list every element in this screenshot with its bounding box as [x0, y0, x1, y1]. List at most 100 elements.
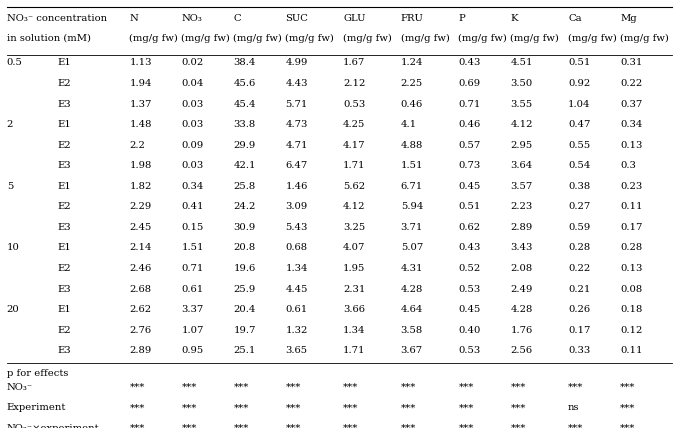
- Text: 0.27: 0.27: [568, 202, 591, 211]
- Text: 0.68: 0.68: [286, 244, 308, 253]
- Text: 0.92: 0.92: [568, 79, 591, 88]
- Text: 0.51: 0.51: [568, 59, 591, 68]
- Text: ***: ***: [401, 403, 416, 412]
- Text: 25.9: 25.9: [233, 285, 256, 294]
- Text: 0.71: 0.71: [181, 264, 204, 273]
- Text: 0.04: 0.04: [181, 79, 204, 88]
- Text: ***: ***: [510, 383, 526, 392]
- Text: 4.28: 4.28: [401, 285, 423, 294]
- Text: 4.45: 4.45: [286, 285, 308, 294]
- Text: 3.25: 3.25: [343, 223, 366, 232]
- Text: 2.25: 2.25: [401, 79, 423, 88]
- Text: 2.08: 2.08: [510, 264, 533, 273]
- Text: 0.33: 0.33: [568, 346, 591, 355]
- Text: (mg/g fw): (mg/g fw): [130, 34, 178, 43]
- Text: 0.37: 0.37: [620, 100, 642, 109]
- Text: 0.43: 0.43: [458, 244, 481, 253]
- Text: 0.21: 0.21: [568, 285, 591, 294]
- Text: 3.67: 3.67: [401, 346, 423, 355]
- Text: 4.07: 4.07: [343, 244, 366, 253]
- Text: 2.56: 2.56: [510, 346, 533, 355]
- Text: 1.95: 1.95: [343, 264, 366, 273]
- Text: P: P: [458, 14, 465, 23]
- Text: ***: ***: [510, 424, 526, 428]
- Text: ***: ***: [401, 383, 416, 392]
- Text: 0.22: 0.22: [568, 264, 591, 273]
- Text: 3.64: 3.64: [510, 161, 533, 170]
- Text: 2.76: 2.76: [130, 326, 151, 335]
- Text: 0.5: 0.5: [7, 59, 23, 68]
- Text: 1.94: 1.94: [130, 79, 152, 88]
- Text: C: C: [233, 14, 241, 23]
- Text: 3.09: 3.09: [286, 202, 308, 211]
- Text: FRU: FRU: [401, 14, 424, 23]
- Text: 0.28: 0.28: [620, 244, 642, 253]
- Text: 5: 5: [7, 182, 13, 191]
- Text: 0.13: 0.13: [620, 264, 642, 273]
- Text: p for effects: p for effects: [7, 369, 68, 377]
- Text: 0.03: 0.03: [181, 100, 204, 109]
- Text: 4.17: 4.17: [343, 141, 366, 150]
- Text: 0.69: 0.69: [458, 79, 481, 88]
- Text: 5.43: 5.43: [286, 223, 308, 232]
- Text: ***: ***: [286, 383, 301, 392]
- Text: 1.82: 1.82: [130, 182, 151, 191]
- Text: 0.43: 0.43: [458, 59, 481, 68]
- Text: 45.6: 45.6: [233, 79, 256, 88]
- Text: 2.12: 2.12: [343, 79, 366, 88]
- Text: E2: E2: [58, 141, 72, 150]
- Text: 4.99: 4.99: [286, 59, 308, 68]
- Text: 20.4: 20.4: [233, 305, 256, 314]
- Text: 1.34: 1.34: [286, 264, 308, 273]
- Text: NO₃⁻×experiment: NO₃⁻×experiment: [7, 424, 100, 428]
- Text: 0.11: 0.11: [620, 346, 642, 355]
- Text: 0.40: 0.40: [458, 326, 481, 335]
- Text: E1: E1: [58, 120, 72, 129]
- Text: 2.14: 2.14: [130, 244, 152, 253]
- Text: 4.12: 4.12: [343, 202, 366, 211]
- Text: 5.71: 5.71: [286, 100, 308, 109]
- Text: 0.18: 0.18: [620, 305, 642, 314]
- Text: ***: ***: [401, 424, 416, 428]
- Text: 2.45: 2.45: [130, 223, 151, 232]
- Text: E3: E3: [58, 161, 72, 170]
- Text: ***: ***: [286, 403, 301, 412]
- Text: (mg/g fw): (mg/g fw): [458, 34, 507, 43]
- Text: GLU: GLU: [343, 14, 366, 23]
- Text: ***: ***: [568, 383, 583, 392]
- Text: 2.89: 2.89: [510, 223, 533, 232]
- Text: 1.32: 1.32: [286, 326, 308, 335]
- Text: ***: ***: [458, 424, 474, 428]
- Text: ***: ***: [181, 403, 196, 412]
- Text: 0.59: 0.59: [568, 223, 591, 232]
- Text: E2: E2: [58, 202, 72, 211]
- Text: 25.1: 25.1: [233, 346, 256, 355]
- Text: 4.71: 4.71: [286, 141, 308, 150]
- Text: 45.4: 45.4: [233, 100, 256, 109]
- Text: ***: ***: [458, 383, 474, 392]
- Text: 0.54: 0.54: [568, 161, 591, 170]
- Text: 0.46: 0.46: [458, 120, 481, 129]
- Text: 1.37: 1.37: [130, 100, 151, 109]
- Text: ***: ***: [620, 424, 636, 428]
- Text: ***: ***: [233, 424, 249, 428]
- Text: 1.98: 1.98: [130, 161, 151, 170]
- Text: 1.46: 1.46: [286, 182, 308, 191]
- Text: 20: 20: [7, 305, 20, 314]
- Text: N: N: [130, 14, 138, 23]
- Text: 10: 10: [7, 244, 20, 253]
- Text: (mg/g fw): (mg/g fw): [286, 34, 334, 43]
- Text: 4.25: 4.25: [343, 120, 366, 129]
- Text: NO₃: NO₃: [181, 14, 202, 23]
- Text: 3.43: 3.43: [510, 244, 533, 253]
- Text: 3.57: 3.57: [510, 182, 533, 191]
- Text: 0.71: 0.71: [458, 100, 481, 109]
- Text: ***: ***: [343, 383, 359, 392]
- Text: 33.8: 33.8: [233, 120, 256, 129]
- Text: 0.55: 0.55: [568, 141, 591, 150]
- Text: 0.61: 0.61: [181, 285, 204, 294]
- Text: ***: ***: [286, 424, 301, 428]
- Text: E1: E1: [58, 305, 72, 314]
- Text: 0.45: 0.45: [458, 182, 481, 191]
- Text: 1.07: 1.07: [181, 326, 204, 335]
